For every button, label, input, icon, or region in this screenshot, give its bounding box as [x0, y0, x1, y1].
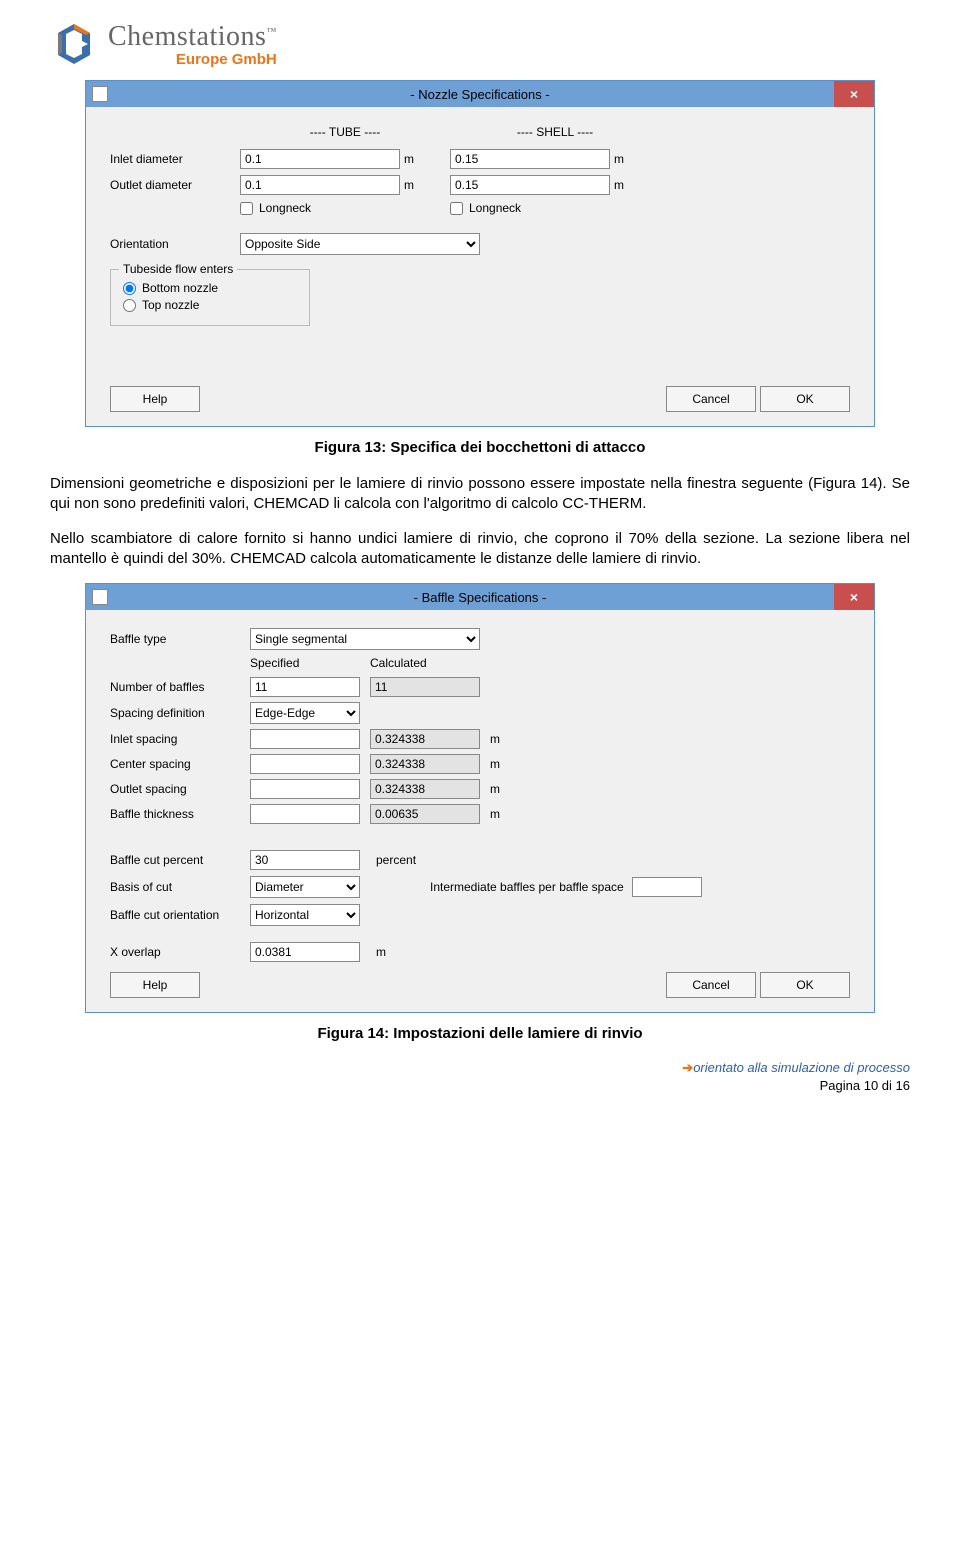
unit-m: m — [370, 945, 440, 959]
unit-m: m — [610, 152, 660, 166]
ok-button[interactable]: OK — [760, 386, 850, 412]
specified-header: Specified — [250, 656, 370, 672]
dialog-titlebar: - Baffle Specifications - × — [86, 584, 874, 610]
shell-inlet-input[interactable] — [450, 149, 610, 169]
baffle-thickness-calc — [370, 804, 480, 824]
shell-outlet-input[interactable] — [450, 175, 610, 195]
inlet-spacing-spec-input[interactable] — [250, 729, 360, 749]
baffle-thickness-spec-input[interactable] — [250, 804, 360, 824]
unit-m: m — [490, 807, 530, 821]
shell-column-header: ---- SHELL ---- — [450, 125, 660, 139]
cancel-button[interactable]: Cancel — [666, 972, 756, 998]
help-button[interactable]: Help — [110, 386, 200, 412]
page-number: Pagina 10 di 16 — [50, 1078, 910, 1093]
longneck-label: Longneck — [259, 201, 311, 215]
dialog-title: - Nozzle Specifications - — [410, 87, 549, 102]
unit-m: m — [400, 152, 450, 166]
number-of-baffles-label: Number of baffles — [110, 680, 250, 694]
top-nozzle-radio[interactable] — [123, 299, 136, 312]
baffle-cut-percent-input[interactable] — [250, 850, 360, 870]
paragraph-1: Dimensioni geometriche e disposizioni pe… — [50, 474, 910, 515]
unit-m: m — [490, 757, 530, 771]
brand-header: Chemstations™ Europe GmbH — [50, 20, 910, 68]
ok-button[interactable]: OK — [760, 972, 850, 998]
logo-icon — [50, 20, 98, 68]
figure-13-caption: Figura 13: Specifica dei bocchettoni di … — [50, 439, 910, 456]
close-button[interactable]: × — [834, 81, 874, 107]
x-overlap-input[interactable] — [250, 942, 360, 962]
help-button[interactable]: Help — [110, 972, 200, 998]
brand-name: Chemstations™ — [108, 21, 277, 53]
basis-of-cut-select[interactable]: Diameter — [250, 876, 360, 898]
dialog-titlebar: - Nozzle Specifications - × — [86, 81, 874, 107]
unit-m: m — [490, 782, 530, 796]
app-icon — [92, 589, 108, 605]
baffle-cut-orientation-label: Baffle cut orientation — [110, 908, 250, 922]
page-footer: ➔orientato alla simulazione di processo … — [50, 1060, 910, 1093]
spacing-definition-label: Spacing definition — [110, 706, 250, 720]
bottom-nozzle-label: Bottom nozzle — [142, 281, 218, 295]
percent-unit: percent — [370, 853, 440, 867]
orientation-label: Orientation — [110, 237, 240, 251]
baffle-thickness-label: Baffle thickness — [110, 807, 250, 821]
nozzle-specifications-dialog: - Nozzle Specifications - × ---- TUBE --… — [85, 80, 875, 427]
spacing-definition-select[interactable]: Edge-Edge — [250, 702, 360, 724]
calculated-header: Calculated — [370, 656, 490, 672]
top-nozzle-label: Top nozzle — [142, 298, 199, 312]
x-overlap-label: X overlap — [110, 945, 250, 959]
inlet-diameter-label: Inlet diameter — [110, 152, 240, 166]
inlet-spacing-label: Inlet spacing — [110, 732, 250, 746]
baffle-type-select[interactable]: Single segmental — [250, 628, 480, 650]
bottom-nozzle-radio[interactable] — [123, 282, 136, 295]
basis-of-cut-label: Basis of cut — [110, 880, 250, 894]
cancel-button[interactable]: Cancel — [666, 386, 756, 412]
tube-outlet-input[interactable] — [240, 175, 400, 195]
num-baffles-calc — [370, 677, 480, 697]
app-icon — [92, 86, 108, 102]
longneck-label: Longneck — [469, 201, 521, 215]
baffle-cut-orientation-select[interactable]: Horizontal — [250, 904, 360, 926]
close-button[interactable]: × — [834, 584, 874, 610]
center-spacing-spec-input[interactable] — [250, 754, 360, 774]
tubeside-flow-fieldset: Tubeside flow enters Bottom nozzle Top n… — [110, 269, 310, 326]
figure-14-caption: Figura 14: Impostazioni delle lamiere di… — [50, 1025, 910, 1042]
fieldset-legend: Tubeside flow enters — [119, 262, 237, 276]
inlet-spacing-calc — [370, 729, 480, 749]
center-spacing-label: Center spacing — [110, 757, 250, 771]
shell-longneck-checkbox[interactable] — [450, 202, 463, 215]
baffle-cut-percent-label: Baffle cut percent — [110, 853, 250, 867]
intermediate-baffles-label: Intermediate baffles per baffle space — [430, 880, 624, 894]
intermediate-baffles-input[interactable] — [632, 877, 702, 897]
footer-slogan: orientato alla simulazione di processo — [693, 1060, 910, 1075]
dialog-title: - Baffle Specifications - — [414, 590, 547, 605]
outlet-spacing-calc — [370, 779, 480, 799]
arrow-icon: ➔ — [682, 1060, 693, 1075]
tube-column-header: ---- TUBE ---- — [240, 125, 450, 139]
paragraph-2: Nello scambiatore di calore fornito si h… — [50, 529, 910, 570]
unit-m: m — [610, 178, 660, 192]
tube-longneck-checkbox[interactable] — [240, 202, 253, 215]
outlet-diameter-label: Outlet diameter — [110, 178, 240, 192]
unit-m: m — [490, 732, 530, 746]
baffle-type-label: Baffle type — [110, 632, 250, 646]
outlet-spacing-label: Outlet spacing — [110, 782, 250, 796]
baffle-specifications-dialog: - Baffle Specifications - × Baffle type … — [85, 583, 875, 1013]
brand-subtitle: Europe GmbH — [108, 51, 277, 68]
unit-m: m — [400, 178, 450, 192]
center-spacing-calc — [370, 754, 480, 774]
orientation-select[interactable]: Opposite Side — [240, 233, 480, 255]
outlet-spacing-spec-input[interactable] — [250, 779, 360, 799]
num-baffles-spec-input[interactable] — [250, 677, 360, 697]
tube-inlet-input[interactable] — [240, 149, 400, 169]
